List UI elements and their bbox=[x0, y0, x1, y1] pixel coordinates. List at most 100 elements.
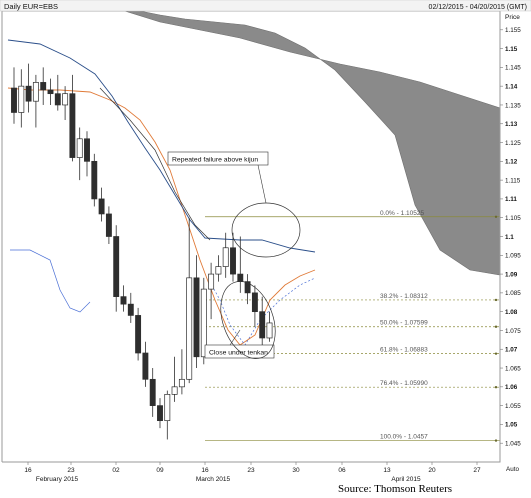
fib-label: 100.0% - 1.0457 bbox=[380, 434, 428, 441]
candle-body bbox=[157, 405, 163, 422]
lagging-line bbox=[10, 249, 91, 313]
candle-body bbox=[135, 315, 142, 354]
fib-label: 76.4% - 1.05990 bbox=[380, 380, 428, 387]
candle-body bbox=[47, 89, 54, 95]
y-tick-label: 1.055 bbox=[505, 403, 521, 410]
x-tick-label: 09 bbox=[156, 467, 164, 474]
x-tick-label: 13 bbox=[383, 467, 391, 474]
fib-marker bbox=[494, 325, 498, 328]
candle-body bbox=[237, 273, 244, 282]
candle-body bbox=[178, 378, 185, 388]
candle-body bbox=[244, 281, 251, 294]
tenkan-line bbox=[7, 87, 316, 346]
fib-label: 50.0% - 1.07599 bbox=[380, 320, 428, 327]
candle-body bbox=[142, 352, 149, 380]
x-tick-label: 16 bbox=[201, 467, 209, 474]
kijun-line bbox=[7, 39, 316, 253]
annotation-tenkan: Close under tenkan bbox=[209, 350, 268, 357]
candle-body bbox=[105, 213, 112, 237]
x-tick-label: 06 bbox=[338, 467, 346, 474]
candle-body bbox=[186, 277, 193, 380]
candle-body bbox=[98, 198, 105, 215]
cloud-edge-line bbox=[99, 87, 211, 241]
y-tick-label: 1.145 bbox=[505, 65, 521, 72]
candle-body bbox=[208, 273, 215, 290]
x-tick-label: 02 bbox=[112, 467, 120, 474]
candle-body bbox=[69, 93, 76, 158]
candle-body bbox=[164, 394, 171, 422]
y-tick-label: 1.12 bbox=[505, 159, 518, 166]
candle-body bbox=[32, 82, 39, 102]
candle-body bbox=[200, 288, 207, 358]
fib-marker bbox=[494, 386, 498, 389]
candle-body bbox=[62, 93, 69, 106]
y-tick-label: 1.09 bbox=[505, 271, 518, 278]
y-tick-label: 1.14 bbox=[505, 83, 518, 90]
x-tick-label: 27 bbox=[473, 467, 481, 474]
candle-body bbox=[193, 277, 200, 358]
candle-body bbox=[149, 378, 156, 406]
header-bar bbox=[0, 0, 531, 12]
candle-body bbox=[215, 266, 222, 275]
y-axis-title: Price bbox=[505, 14, 520, 21]
y-tick-label: 1.045 bbox=[505, 441, 521, 448]
annotation-kijun: Repeated failure above kijun bbox=[172, 157, 258, 164]
y-tick-label: 1.13 bbox=[505, 121, 518, 128]
chikou-line bbox=[209, 277, 316, 346]
candle-body bbox=[251, 292, 258, 313]
y-tick-label: 1.135 bbox=[505, 102, 521, 109]
annotation-pointer bbox=[257, 164, 267, 204]
candle-body bbox=[266, 322, 273, 339]
candle-body bbox=[76, 138, 83, 158]
y-tick-label: 1.095 bbox=[505, 253, 521, 260]
ichimoku-chart: 0.0% - 1.10525 38.2% - 1.08312 50.0% - 1.0… bbox=[0, 0, 531, 483]
fib-label: 61.8% - 1.06883 bbox=[380, 347, 428, 354]
fib-marker bbox=[494, 439, 498, 442]
candle-body bbox=[91, 160, 98, 200]
y-tick-label: 1.1 bbox=[505, 234, 514, 241]
candle-body bbox=[11, 87, 17, 113]
candle-body bbox=[127, 303, 134, 316]
y-tick-label: 1.085 bbox=[505, 290, 521, 297]
x-tick-label: 23 bbox=[67, 467, 75, 474]
ichimoku-cloud bbox=[124, 10, 501, 276]
annotation-ellipse bbox=[231, 202, 301, 258]
candle-body bbox=[84, 138, 90, 162]
y-tick-label: 1.05 bbox=[505, 422, 518, 429]
y-tick-label: 1.075 bbox=[505, 328, 521, 335]
candle-body bbox=[230, 247, 236, 275]
y-tick-label: 1.155 bbox=[505, 27, 521, 34]
candle-body bbox=[40, 82, 47, 91]
x-tick-label: 20 bbox=[428, 467, 436, 474]
y-tick-label: 1.125 bbox=[505, 140, 521, 147]
date-range: 02/12/2015 - 04/20/2015 (GMT) bbox=[429, 4, 527, 11]
x-tick-label: 16 bbox=[24, 467, 32, 474]
fib-marker bbox=[494, 215, 498, 218]
candle-body bbox=[54, 93, 61, 106]
fib-label: 0.0% - 1.10525 bbox=[380, 210, 424, 217]
candle-body bbox=[259, 311, 266, 339]
x-month-label: April 2015 bbox=[391, 476, 421, 483]
y-tick-label: 1.06 bbox=[505, 384, 518, 391]
y-tick-label: 1.07 bbox=[505, 347, 518, 354]
y-tick-label: 1.115 bbox=[505, 177, 521, 184]
candle-body bbox=[222, 247, 229, 267]
plot-area bbox=[1, 10, 501, 463]
fib-marker bbox=[494, 352, 498, 355]
annotation-tenkan-ellipse bbox=[220, 281, 276, 359]
annotation-box-kijun bbox=[167, 151, 269, 166]
x-month-label: March 2015 bbox=[196, 476, 231, 483]
fib-marker bbox=[494, 298, 498, 302]
axis-unit-label: Auto bbox=[506, 466, 519, 473]
fib-label: 38.2% - 1.08312 bbox=[380, 293, 428, 300]
x-tick-label: 23 bbox=[247, 467, 255, 474]
candle-body bbox=[171, 386, 178, 395]
x-axis-panel bbox=[0, 462, 500, 483]
y-tick-label: 1.15 bbox=[505, 46, 518, 53]
candle-body bbox=[113, 236, 120, 297]
chart-title: Daily EUR=EBS bbox=[4, 2, 58, 11]
candle-body bbox=[120, 296, 127, 305]
y-tick-label: 1.11 bbox=[505, 196, 517, 203]
y-tick-label: 1.065 bbox=[505, 365, 521, 372]
